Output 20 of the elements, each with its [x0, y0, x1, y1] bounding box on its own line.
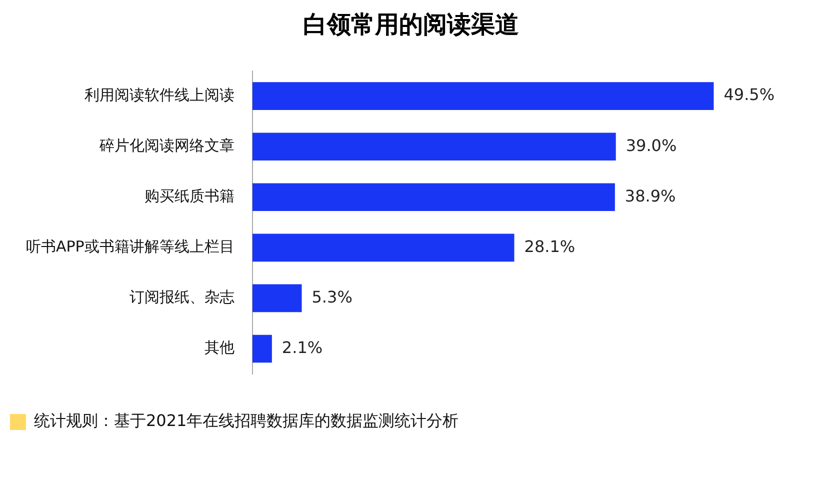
- y-tick-label: 利用阅读软件线上阅读: [84, 86, 234, 104]
- data-label: 38.9%: [624, 186, 676, 206]
- bar: [252, 82, 714, 110]
- bar: [252, 234, 514, 262]
- bar: [252, 183, 615, 212]
- bar: [252, 334, 272, 363]
- y-tick-label: 听书APP或书籍讲解等线上栏目: [26, 238, 234, 256]
- y-tick-label: 购买纸质书籍: [144, 187, 234, 206]
- chart-title: 白领常用的阅读渠道: [303, 10, 519, 39]
- y-tick-label: 碎片化阅读网络文章: [98, 136, 234, 154]
- data-label: 39.0%: [626, 136, 677, 155]
- data-label: 28.1%: [524, 236, 576, 256]
- data-label: 49.5%: [724, 85, 775, 104]
- data-label: 5.3%: [312, 287, 352, 306]
- data-label: 2.1%: [282, 338, 323, 357]
- bar: [252, 132, 616, 160]
- y-tick-label: 其他: [204, 338, 234, 357]
- bar: [252, 284, 302, 312]
- y-tick-label: 订阅报纸、杂志: [129, 288, 234, 306]
- text: 统计规则：基于2021年在线招聘数据库的数据监测统计分析: [34, 411, 459, 432]
